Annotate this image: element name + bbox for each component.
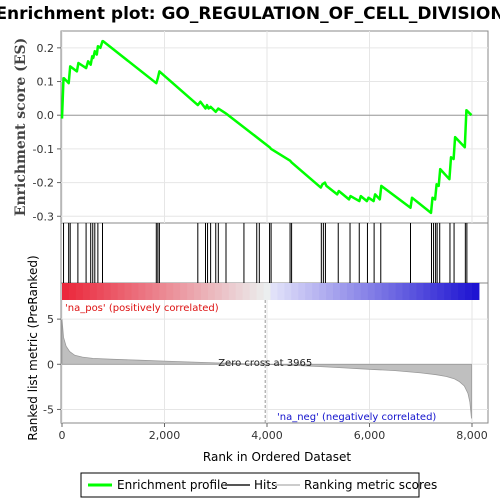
rank-color-cell: [228, 283, 237, 300]
rank-color-cell: [270, 283, 278, 300]
rank-color-cell: [291, 283, 299, 300]
rank-color-cell: [277, 283, 285, 300]
x-tick-label: 4,000: [251, 429, 283, 442]
rank-color-cell: [284, 283, 292, 300]
rank-color-cell: [465, 283, 473, 300]
rank-color-cell: [62, 283, 70, 300]
positive-correlation-label: 'na_pos' (positively correlated): [65, 303, 219, 314]
rank-tick-label: -5: [43, 403, 54, 416]
rank-color-cell: [68, 283, 77, 300]
rank-color-cell: [166, 283, 174, 300]
rank-color-cell: [409, 283, 417, 300]
rank-color-cell: [326, 283, 334, 300]
rank-color-cell: [367, 283, 376, 300]
rank-color-cell: [437, 283, 445, 300]
es-tick-label: 0.0: [37, 109, 55, 122]
legend-label-enrichment: Enrichment profile: [117, 478, 228, 492]
legend-label-hits: Hits: [254, 478, 277, 492]
rank-color-cell: [214, 283, 223, 300]
rank-color-cell: [200, 283, 209, 300]
rank-color-cell: [402, 283, 410, 300]
rank-color-cell: [221, 283, 230, 300]
rank-color-cell: [138, 283, 146, 300]
rank-color-cell: [256, 283, 265, 300]
es-axis-label: Enrichment score (ES): [13, 38, 29, 216]
enrichment-profile-polyline: [60, 39, 473, 215]
rank-color-cell: [152, 283, 160, 300]
rank-axis-ticks: 5 0 -5: [43, 313, 61, 416]
es-tick-label: 0.2: [37, 42, 55, 55]
rank-color-cell: [298, 283, 306, 300]
rank-color-cell: [207, 283, 216, 300]
x-axis-label: Rank in Ordered Dataset: [203, 450, 351, 464]
rank-color-cell: [131, 283, 139, 300]
x-tick-label: 0: [59, 429, 66, 442]
rank-color-cell: [305, 283, 313, 300]
rank-color-cell: [430, 283, 438, 300]
rank-color-cell: [103, 283, 112, 300]
rank-color-cell: [381, 283, 390, 300]
rank-color-cell: [360, 283, 369, 300]
legend-label-ranking: Ranking metric scores: [304, 478, 437, 492]
x-tick-label: 8,000: [456, 429, 488, 442]
rank-axis-label: Ranked list metric (PreRanked): [26, 255, 40, 440]
rank-color-cell: [187, 283, 195, 300]
rank-color-cell: [235, 283, 244, 300]
rank-tick-label: 5: [47, 313, 54, 326]
rank-color-cell: [395, 283, 403, 300]
rank-color-cell: [145, 283, 153, 300]
rank-color-cell: [110, 283, 119, 300]
es-tick-label: 0.1: [37, 76, 55, 89]
rank-color-cell: [173, 283, 181, 300]
rank-color-cell: [333, 283, 341, 300]
x-tick-label: 6,000: [354, 429, 386, 442]
rank-color-cell: [451, 283, 459, 300]
rank-panel-frame: [60, 282, 489, 424]
rank-color-cell: [96, 283, 105, 300]
es-tick-label: -0.1: [33, 143, 54, 156]
rank-color-cell: [374, 283, 383, 300]
rank-color-cell: [312, 283, 320, 300]
rank-color-cell: [472, 283, 480, 300]
rank-color-cell: [353, 283, 362, 300]
rank-color-cell: [388, 283, 397, 300]
rank-color-cell: [319, 283, 327, 300]
rank-color-cell: [180, 283, 188, 300]
rank-color-cell: [249, 283, 258, 300]
rank-color-cell: [339, 283, 348, 300]
hits-marks: [63, 223, 468, 283]
zero-cross-label: Zero cross at 3965: [218, 358, 312, 369]
negative-correlation-label: 'na_neg' (negatively correlated): [277, 412, 436, 423]
x-tick-label: 2,000: [149, 429, 181, 442]
ranking-metric-area: [61, 319, 472, 419]
rank-color-cell: [242, 283, 251, 300]
hits-panel-frame: [60, 222, 489, 284]
rank-color-cell: [75, 283, 84, 300]
rank-color-cell: [346, 283, 355, 300]
rank-color-cell: [124, 283, 132, 300]
es-tick-label: -0.3: [33, 210, 54, 223]
rank-tick-label: 0: [47, 358, 54, 371]
x-axis-ticks: 0 2,000 4,000 6,000 8,000: [59, 423, 488, 442]
enrichment-profile-line: [60, 39, 473, 215]
es-axis-ticks: 0.2 0.1 0.0 -0.1 -0.2 -0.3: [33, 42, 61, 223]
rank-color-cell: [444, 283, 452, 300]
rank-color-cell: [194, 283, 202, 300]
rank-color-cell: [159, 283, 167, 300]
ranking-metric-fill: [61, 319, 472, 419]
rank-color-cell: [117, 283, 126, 300]
rank-color-cell: [263, 283, 271, 300]
es-tick-label: -0.2: [33, 177, 54, 190]
rank-color-cell: [416, 283, 424, 300]
rank-color-cell: [423, 283, 431, 300]
rank-color-cell: [458, 283, 466, 300]
chart-title: Enrichment plot: GO_REGULATION_OF_CELL_D…: [0, 4, 500, 24]
rank-color-cell: [89, 283, 98, 300]
legend: Enrichment profile Hits Ranking metric s…: [80, 472, 437, 498]
es-grid: [61, 31, 488, 223]
rank-color-cell: [82, 283, 91, 300]
rank-color-bar: [62, 283, 480, 300]
